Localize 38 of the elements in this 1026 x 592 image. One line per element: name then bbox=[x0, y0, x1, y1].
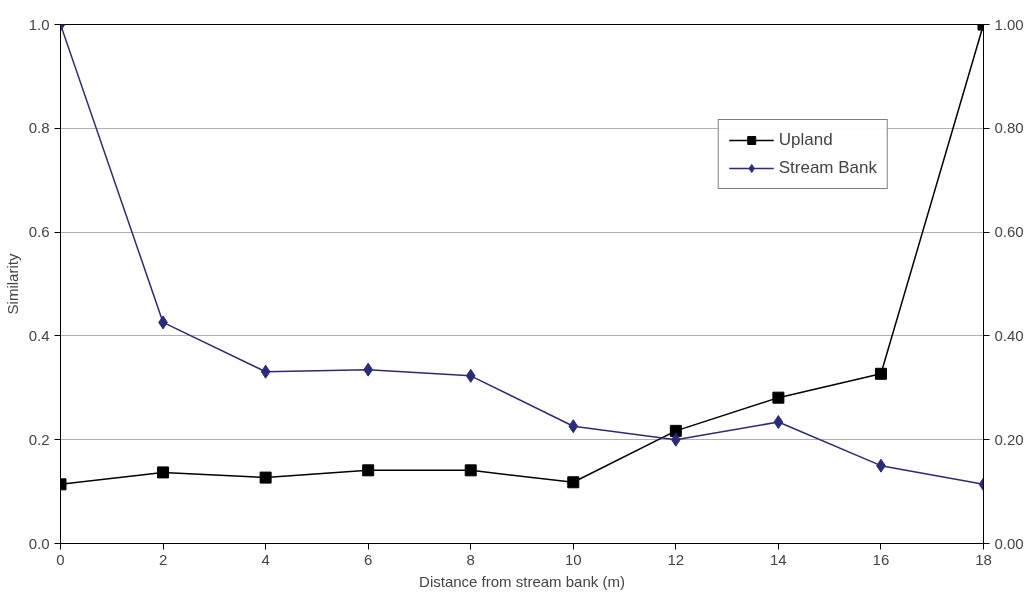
legend-label: Stream Bank bbox=[778, 158, 877, 178]
y-tick-label: 0.0 bbox=[28, 534, 50, 552]
legend-label: Upland bbox=[778, 130, 833, 150]
x-tick-label: 4 bbox=[261, 550, 270, 568]
y-tick-label: 0.4 bbox=[28, 326, 50, 344]
point bbox=[773, 415, 784, 430]
y-tick-label: 0.6 bbox=[28, 223, 50, 241]
y-tick-label: 1.0 bbox=[28, 15, 50, 33]
y-tick-label: 0.2 bbox=[28, 430, 50, 448]
y2-tick-label: 0.20 bbox=[994, 430, 1024, 448]
x-tick-label: 18 bbox=[975, 550, 992, 568]
point bbox=[465, 368, 476, 383]
point bbox=[259, 471, 272, 484]
x-tick-label: 14 bbox=[770, 550, 787, 568]
y2-tick-label: 0.60 bbox=[994, 223, 1024, 241]
x-tick-label: 2 bbox=[158, 550, 168, 568]
y-axis-title: Similarity bbox=[3, 253, 21, 315]
point bbox=[874, 367, 887, 380]
point bbox=[260, 364, 271, 379]
y2-tick-label: 0.80 bbox=[994, 119, 1024, 137]
y2-tick-label: 0.00 bbox=[994, 534, 1024, 552]
point bbox=[464, 464, 477, 477]
y2-tick-label: 1.00 bbox=[994, 15, 1024, 33]
y-tick-label: 0.8 bbox=[28, 119, 50, 137]
point bbox=[362, 464, 375, 477]
x-tick-label: 12 bbox=[667, 550, 685, 568]
point bbox=[567, 476, 580, 489]
x-tick-label: 6 bbox=[364, 550, 373, 568]
point bbox=[157, 466, 170, 479]
y2-tick-label: 0.40 bbox=[994, 326, 1024, 344]
point bbox=[568, 419, 579, 434]
x-tick-label: 10 bbox=[564, 550, 582, 568]
point bbox=[772, 391, 785, 404]
x-tick-label: 16 bbox=[872, 550, 890, 568]
point bbox=[669, 424, 682, 437]
x-tick-label: 0 bbox=[56, 550, 65, 568]
x-tick-label: 8 bbox=[466, 550, 475, 568]
x-axis-title: Distance from stream bank (m) bbox=[419, 572, 625, 590]
